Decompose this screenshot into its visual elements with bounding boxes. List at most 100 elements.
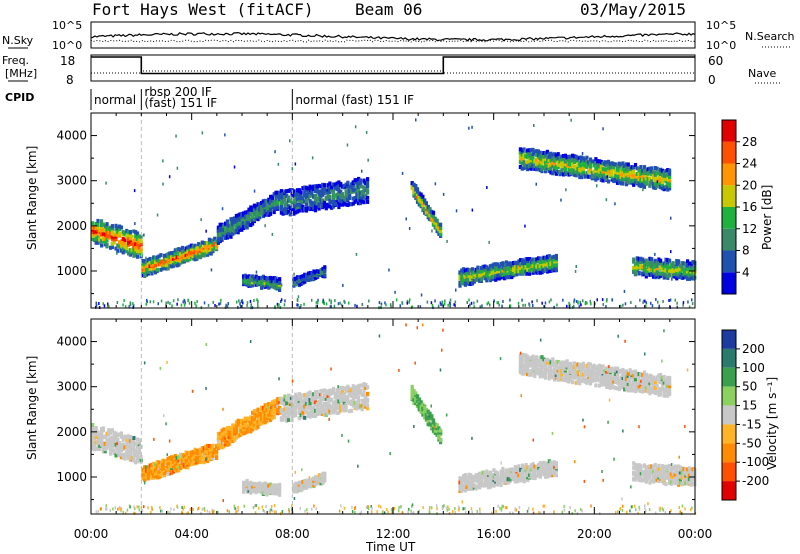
power-scatter-cell xyxy=(239,302,241,306)
power-echo-cell xyxy=(127,251,131,256)
power-echo-cell xyxy=(358,195,362,200)
power-echo-cell xyxy=(637,270,641,275)
power-echo-cell xyxy=(313,197,318,202)
velocity-echo-cell xyxy=(233,437,237,442)
power-echo-cell xyxy=(513,272,517,277)
power-echo-cell xyxy=(242,278,246,283)
velocity-echo-cell xyxy=(522,475,526,480)
power-echo-cell xyxy=(101,228,105,233)
power-echo-cell xyxy=(526,162,530,167)
velocity-echo-cell xyxy=(215,444,219,449)
power-echo-cell xyxy=(590,159,594,164)
power-echo-cell xyxy=(624,179,629,184)
velocity-echo-cell xyxy=(186,453,190,458)
velocity-echo-cell xyxy=(251,427,255,432)
power-echo-cell xyxy=(110,224,114,229)
power-echo-cell xyxy=(340,199,345,204)
velocity-echo-cell xyxy=(415,395,420,399)
power-echo-cell xyxy=(563,172,567,177)
power-echo-cell xyxy=(148,260,152,265)
power-echo-cell xyxy=(177,252,181,257)
velocity-echo-cell xyxy=(360,383,364,388)
velocity-echo-cell xyxy=(355,384,359,389)
power-echo-cell xyxy=(490,267,494,272)
velocity-echo-cell xyxy=(520,352,524,357)
power-echo-cell xyxy=(621,161,625,166)
power-echo-cell xyxy=(340,184,345,189)
power-scatter-cell xyxy=(165,301,167,305)
velocity-echo-cell xyxy=(515,476,519,481)
power-echo-cell xyxy=(342,200,346,205)
power-scatter-cell xyxy=(236,300,238,304)
power-echo-cell xyxy=(362,194,366,199)
velocity-echo-cell xyxy=(252,411,256,416)
power-scatter-cell xyxy=(315,305,317,309)
power-echo-cell xyxy=(510,275,514,280)
velocity-echo-cell xyxy=(513,477,517,482)
velocity-echo-cell xyxy=(299,399,303,404)
velocity-echo-cell xyxy=(538,374,542,379)
power-echo-cell xyxy=(488,269,492,274)
power-echo-cell xyxy=(312,275,316,280)
velocity-echo-cell xyxy=(193,458,197,463)
velocity-echo-cell xyxy=(229,438,233,443)
power-echo-cell xyxy=(229,217,233,222)
power-noise-cell xyxy=(446,239,448,243)
velocity-echo-cell xyxy=(483,478,487,483)
velocity-echo-cell xyxy=(544,473,548,478)
power-echo-cell xyxy=(415,187,420,192)
power-echo-cell xyxy=(242,211,246,216)
power-echo-cell xyxy=(285,201,289,206)
power-echo-cell xyxy=(242,221,246,225)
power-echo-cell xyxy=(251,205,255,210)
power-echo-cell xyxy=(166,266,170,271)
power-scatter-cell xyxy=(146,298,148,302)
power-echo-cell xyxy=(572,167,576,172)
power-echo-cell xyxy=(536,152,540,157)
power-echo-cell xyxy=(515,261,519,265)
power-echo-cell xyxy=(321,182,325,187)
power-echo-cell xyxy=(323,265,327,270)
velocity-echo-cell xyxy=(540,461,544,466)
power-noise-cell xyxy=(575,265,577,268)
power-scatter-cell xyxy=(453,303,455,307)
velocity-echo-cell xyxy=(571,364,575,369)
power-echo-cell xyxy=(272,285,276,290)
velocity-echo-cell xyxy=(481,470,485,475)
velocity-echo-cell xyxy=(276,407,280,412)
velocity-echo-cell xyxy=(227,426,231,430)
power-echo-cell xyxy=(551,262,555,267)
velocity-echo-cell xyxy=(538,359,542,364)
power-echo-cell xyxy=(254,204,258,209)
velocity-echo-cell xyxy=(513,469,517,474)
power-echo-cell xyxy=(556,155,560,160)
power-echo-cell xyxy=(249,223,253,228)
velocity-echo-cell xyxy=(588,375,593,380)
power-echo-cell xyxy=(110,236,114,241)
velocity-echo-cell xyxy=(265,407,269,412)
power-echo-cell xyxy=(251,283,255,288)
velocity-echo-cell xyxy=(152,461,156,466)
power-echo-cell xyxy=(92,232,96,237)
velocity-echo-cell xyxy=(431,426,436,431)
velocity-echo-cell xyxy=(312,411,316,416)
velocity-echo-cell xyxy=(112,449,116,454)
power-echo-cell xyxy=(544,151,548,156)
power-echo-cell xyxy=(323,269,327,273)
velocity-echo-cell xyxy=(330,409,334,414)
velocity-echo-cell xyxy=(207,444,211,448)
power-echo-cell xyxy=(150,260,154,265)
power-echo-cell xyxy=(554,164,558,169)
velocity-echo-cell xyxy=(612,379,616,384)
power-echo-cell xyxy=(527,151,531,156)
velocity-echo-cell xyxy=(288,411,292,416)
velocity-echo-cell xyxy=(308,403,312,408)
power-echo-cell xyxy=(659,258,663,263)
velocity-echo-cell xyxy=(207,451,211,456)
power-noise-cell xyxy=(388,268,390,272)
velocity-echo-cell xyxy=(362,389,366,394)
velocity-echo-cell xyxy=(506,471,510,476)
power-echo-cell xyxy=(252,211,256,216)
velocity-echo-cell xyxy=(547,376,551,381)
power-echo-cell xyxy=(644,180,648,185)
